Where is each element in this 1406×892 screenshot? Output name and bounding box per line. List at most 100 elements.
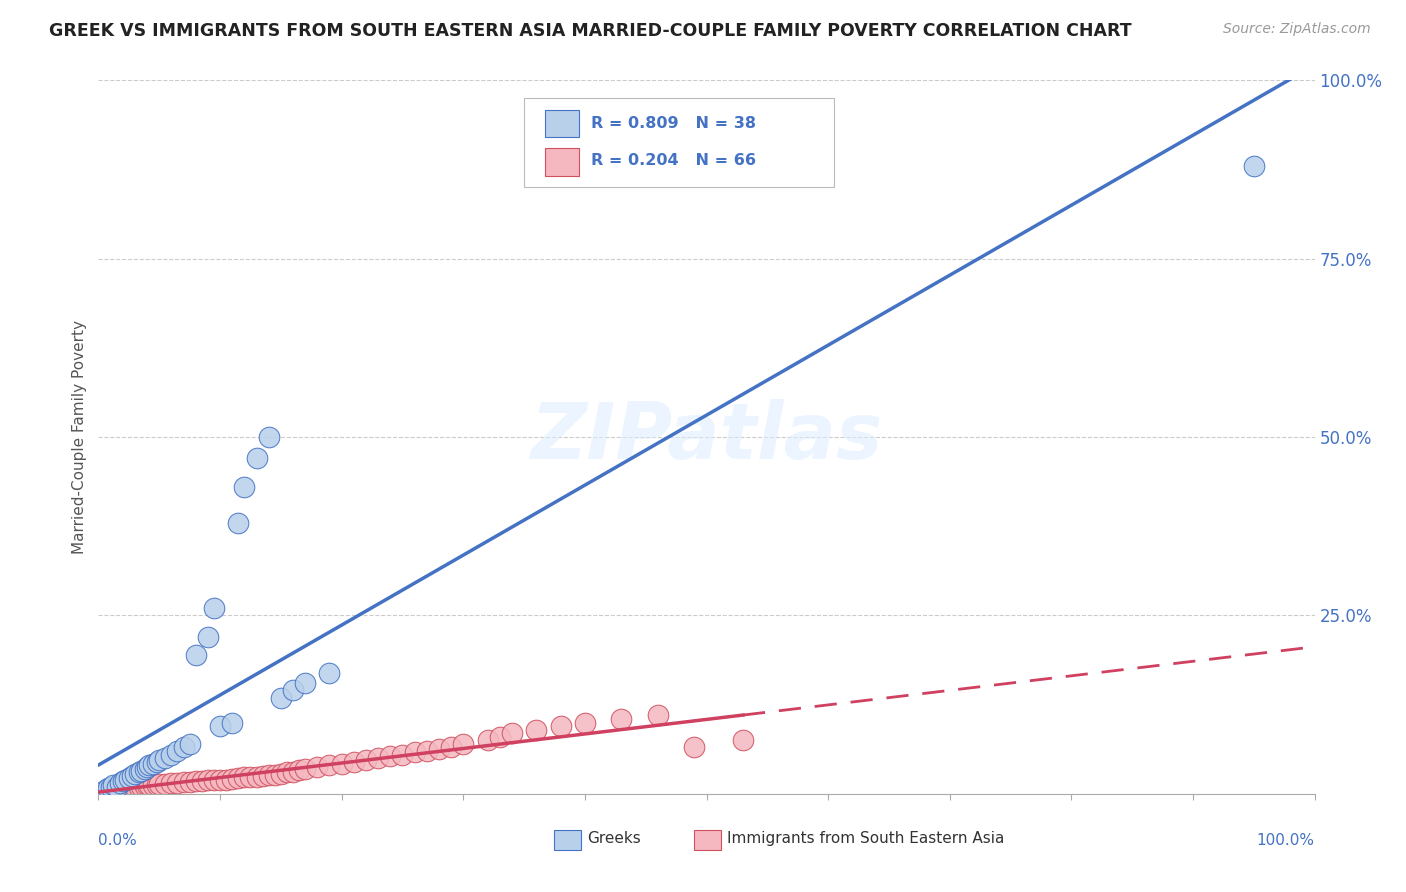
Point xyxy=(179,737,201,751)
Point xyxy=(155,777,177,791)
Point xyxy=(257,768,280,782)
Point xyxy=(160,747,183,762)
Point xyxy=(683,740,706,755)
Point xyxy=(257,430,280,444)
Point xyxy=(318,665,340,680)
Point xyxy=(110,781,132,796)
Point xyxy=(111,774,134,789)
Point xyxy=(146,755,169,769)
Point xyxy=(501,726,523,740)
Point xyxy=(647,708,669,723)
Text: 0.0%: 0.0% xyxy=(98,833,138,848)
Point xyxy=(142,778,165,792)
Text: Greeks: Greeks xyxy=(588,831,641,847)
Point xyxy=(367,751,389,765)
Point xyxy=(610,712,633,726)
Text: Source: ZipAtlas.com: Source: ZipAtlas.com xyxy=(1223,22,1371,37)
Point xyxy=(440,739,463,754)
Point xyxy=(97,783,120,797)
Point xyxy=(233,480,256,494)
Point xyxy=(179,774,201,789)
Text: GREEK VS IMMIGRANTS FROM SOUTH EASTERN ASIA MARRIED-COUPLE FAMILY POVERTY CORREL: GREEK VS IMMIGRANTS FROM SOUTH EASTERN A… xyxy=(49,22,1132,40)
Point xyxy=(191,774,214,789)
Point xyxy=(124,780,146,794)
Text: 100.0%: 100.0% xyxy=(1257,833,1315,848)
FancyBboxPatch shape xyxy=(544,148,579,176)
Point xyxy=(100,782,122,797)
Point xyxy=(380,749,402,764)
Point xyxy=(110,776,132,790)
Point xyxy=(114,772,136,787)
Point xyxy=(404,746,426,760)
Point xyxy=(288,764,311,778)
Point xyxy=(318,758,340,772)
Point xyxy=(118,780,141,795)
Point xyxy=(281,764,304,779)
Point xyxy=(202,601,225,615)
FancyBboxPatch shape xyxy=(554,830,581,849)
Point xyxy=(166,776,188,790)
Point xyxy=(226,516,249,530)
Point xyxy=(121,769,143,783)
Point xyxy=(307,760,329,774)
Point xyxy=(184,774,207,789)
Point xyxy=(124,767,146,781)
Point xyxy=(142,756,165,771)
Point xyxy=(524,723,547,737)
Point xyxy=(184,648,207,662)
Point xyxy=(105,781,128,796)
Text: R = 0.809   N = 38: R = 0.809 N = 38 xyxy=(591,116,756,130)
Point xyxy=(148,777,170,791)
Y-axis label: Married-Couple Family Poverty: Married-Couple Family Poverty xyxy=(72,320,87,554)
Point xyxy=(146,778,169,792)
Point xyxy=(129,779,152,793)
Point xyxy=(105,780,128,794)
Point xyxy=(550,719,572,733)
Point xyxy=(209,719,232,733)
Point xyxy=(128,765,150,780)
Point xyxy=(270,767,292,781)
Point xyxy=(263,767,285,781)
Point xyxy=(134,762,156,776)
Point xyxy=(138,778,160,792)
FancyBboxPatch shape xyxy=(544,110,579,137)
Point xyxy=(281,683,304,698)
Point xyxy=(101,778,124,792)
Point xyxy=(134,779,156,793)
Point xyxy=(166,744,188,758)
Point xyxy=(111,781,134,796)
Point xyxy=(173,740,195,755)
Point xyxy=(221,715,243,730)
Point xyxy=(118,771,141,785)
Point xyxy=(245,451,267,466)
Point xyxy=(294,762,316,776)
Point xyxy=(215,772,238,787)
Point xyxy=(202,773,225,788)
Point xyxy=(574,715,596,730)
Point xyxy=(239,771,262,785)
Point xyxy=(100,780,122,794)
Point xyxy=(136,778,159,792)
Point xyxy=(354,753,377,767)
Point xyxy=(97,781,120,796)
Point xyxy=(160,776,183,790)
Point xyxy=(343,756,366,770)
Point xyxy=(93,784,115,798)
Point xyxy=(197,630,219,644)
Point xyxy=(221,772,243,786)
Point xyxy=(138,758,160,772)
Point xyxy=(136,760,159,774)
Point xyxy=(129,764,152,778)
FancyBboxPatch shape xyxy=(695,830,721,849)
Point xyxy=(114,781,136,796)
Point xyxy=(101,782,124,797)
Point xyxy=(453,737,475,751)
Point xyxy=(416,744,439,758)
Point xyxy=(209,772,232,787)
Point xyxy=(1243,159,1265,173)
Point xyxy=(233,771,256,785)
Point xyxy=(427,742,450,756)
Point xyxy=(128,780,150,794)
Point xyxy=(488,730,510,744)
Point xyxy=(245,770,267,784)
